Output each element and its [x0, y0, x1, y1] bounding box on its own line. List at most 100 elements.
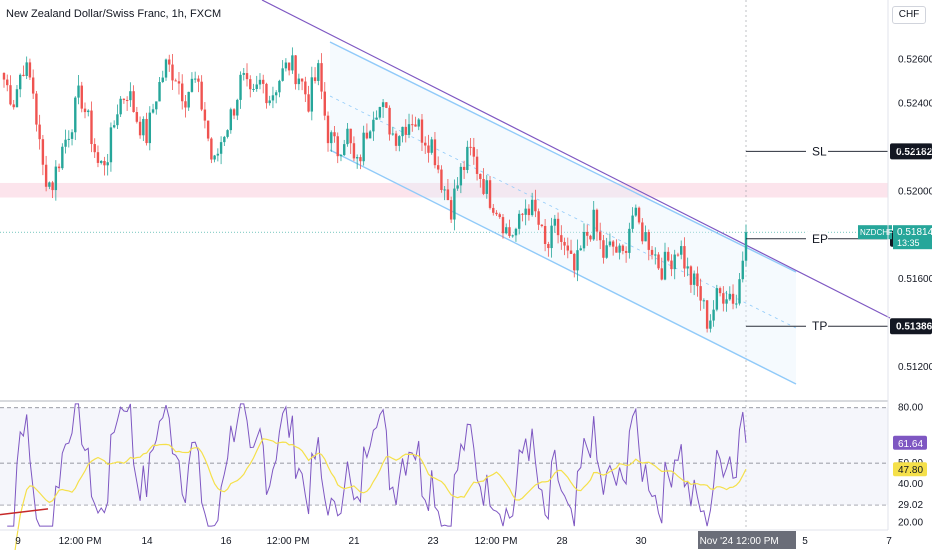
candle-body — [174, 80, 177, 82]
candle-body — [352, 143, 356, 159]
candle-body — [31, 77, 35, 94]
candle-body — [135, 112, 139, 122]
candle-body — [725, 299, 728, 304]
candle-body — [116, 114, 119, 126]
candle-body — [278, 80, 281, 93]
candle-body — [38, 124, 41, 140]
candle-body — [291, 55, 294, 71]
candle-body — [511, 235, 514, 237]
candle-body — [61, 146, 64, 169]
candle-body — [271, 95, 275, 101]
candle-body — [274, 92, 278, 96]
candle-body — [19, 74, 22, 90]
candle-body — [521, 213, 524, 215]
candle-body — [268, 100, 271, 104]
candle-body — [543, 226, 547, 244]
candle-body — [28, 62, 32, 78]
candle-body — [103, 160, 106, 166]
level-ep-label-bg — [806, 231, 828, 246]
candle-body — [517, 213, 521, 229]
candle-body — [605, 245, 608, 258]
price-tick-4: 0.51600 — [898, 274, 932, 285]
candle-body — [654, 254, 657, 256]
candle-body — [96, 152, 100, 163]
candle-body — [485, 180, 488, 194]
countdown-label: 13:35 — [897, 238, 920, 248]
candle-body — [462, 166, 466, 170]
candle-body — [284, 62, 288, 69]
candle-body — [355, 157, 359, 159]
candle-body — [537, 211, 540, 225]
candle-body — [712, 309, 715, 321]
candle-body — [547, 243, 550, 249]
candle-body — [242, 73, 245, 75]
candle-body — [368, 131, 372, 139]
candle-body — [15, 89, 19, 108]
candle-body — [576, 250, 579, 271]
candle-body — [80, 85, 83, 109]
candle-body — [569, 250, 573, 254]
price-tick-3: 0.52000 — [898, 186, 932, 197]
candle-body — [168, 59, 171, 65]
candle-body — [333, 132, 336, 137]
candle-body — [6, 79, 9, 86]
candle-body — [67, 138, 71, 140]
candle-body — [51, 182, 54, 191]
candle-body — [692, 273, 696, 285]
candle-body — [618, 245, 621, 253]
current-price-bg — [893, 225, 932, 250]
candle-body — [304, 81, 307, 95]
candle-body — [151, 109, 155, 113]
candle-body — [294, 55, 297, 85]
candle-body — [83, 108, 87, 113]
candle-body — [109, 127, 113, 163]
candle-body — [307, 94, 310, 112]
candle-body — [112, 125, 116, 128]
time-tick-1: 12:00 PM — [59, 536, 102, 547]
candle-body — [64, 139, 67, 147]
candle-body — [346, 128, 349, 145]
candle-body — [106, 162, 109, 166]
candle-body — [660, 268, 663, 280]
candle-body — [608, 241, 612, 246]
candle-body — [501, 217, 505, 234]
candle-body — [446, 189, 450, 201]
rsi-trendline — [0, 508, 49, 516]
candle-body — [440, 169, 443, 190]
channel-fill — [330, 42, 796, 384]
candle-body — [359, 157, 362, 162]
candle-body — [171, 64, 174, 81]
price-tick-2: 0.52200 — [898, 142, 932, 153]
candle-body — [297, 78, 301, 85]
candle-body — [223, 136, 226, 143]
candle-body — [161, 77, 164, 82]
candle-body — [226, 130, 229, 137]
candle-body — [514, 228, 518, 236]
candle-body — [44, 164, 48, 187]
price-tick-5: 0.51200 — [898, 362, 932, 373]
candle-body — [362, 132, 365, 162]
currency-selector[interactable]: CHF — [892, 6, 926, 24]
candle-body — [735, 303, 738, 305]
candle-body — [598, 231, 602, 241]
candle-body — [181, 83, 184, 102]
candle-body — [650, 249, 654, 255]
symbol-tag-bg — [858, 225, 892, 240]
candle-body — [524, 208, 527, 215]
candle-body — [566, 245, 569, 251]
candle-body — [206, 120, 210, 139]
candle-body — [611, 241, 615, 247]
candle-body — [414, 124, 417, 127]
candle-body — [148, 112, 152, 144]
candle-body — [430, 139, 433, 153]
candle-body — [644, 232, 647, 242]
candle-body — [683, 246, 686, 269]
candle-body — [158, 81, 161, 102]
candle-body — [696, 273, 699, 287]
candle-body — [579, 248, 582, 251]
candle-body — [676, 254, 680, 256]
candle-body — [100, 160, 103, 163]
candle-body — [239, 74, 242, 100]
candle-body — [689, 266, 693, 285]
